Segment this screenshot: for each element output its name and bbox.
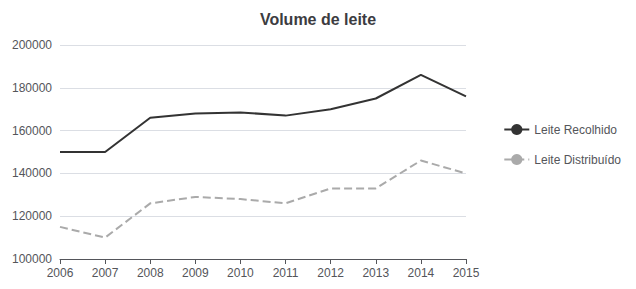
svg-text:Volume de leite: Volume de leite — [260, 11, 376, 28]
svg-text:180000: 180000 — [12, 81, 52, 95]
svg-text:2011: 2011 — [273, 266, 299, 280]
svg-text:140000: 140000 — [12, 166, 52, 180]
svg-text:2013: 2013 — [362, 266, 389, 280]
svg-text:2014: 2014 — [408, 266, 435, 280]
svg-text:2009: 2009 — [182, 266, 209, 280]
svg-text:2012: 2012 — [317, 266, 344, 280]
svg-text:Leite Distribuído: Leite Distribuído — [534, 153, 621, 167]
svg-text:2006: 2006 — [47, 266, 74, 280]
svg-text:2015: 2015 — [453, 266, 480, 280]
svg-text:Leite Recolhido: Leite Recolhido — [534, 123, 617, 137]
svg-text:200000: 200000 — [12, 38, 52, 52]
svg-text:120000: 120000 — [12, 209, 52, 223]
svg-text:2010: 2010 — [227, 266, 254, 280]
svg-text:2008: 2008 — [137, 266, 164, 280]
svg-text:160000: 160000 — [12, 124, 52, 138]
svg-text:100000: 100000 — [12, 252, 52, 266]
svg-text:2007: 2007 — [92, 266, 119, 280]
